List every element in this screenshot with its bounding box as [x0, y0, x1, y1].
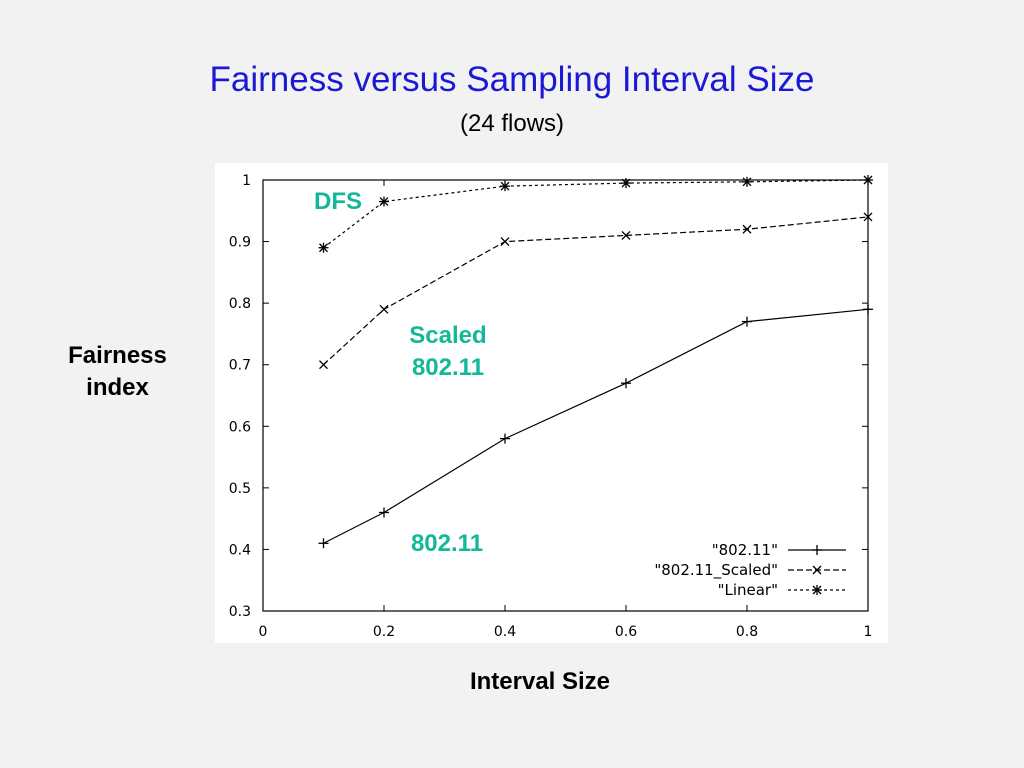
plain-802-annotation: 802.11	[410, 530, 484, 557]
y-tick-label: 0.7	[229, 358, 251, 374]
legend-label-2: "Linear"	[718, 581, 778, 599]
data-point-0-1	[379, 507, 389, 518]
series-line-0	[323, 308, 869, 544]
x-tick-label: 0.4	[494, 624, 516, 640]
y-axis-label: Fairness index	[40, 340, 195, 404]
legend-label-0: "802.11"	[712, 541, 778, 559]
data-point-1-3	[621, 230, 631, 240]
data-point-1-0	[319, 360, 328, 370]
data-point-1-4	[742, 224, 752, 234]
y-tick-label: 1	[242, 173, 251, 189]
plot-panel	[215, 163, 888, 643]
data-point-0-2	[500, 433, 510, 444]
data-point-1-2	[500, 237, 510, 247]
scaled-annotation-line1: Scaled	[409, 322, 487, 349]
data-point-2-1	[379, 196, 389, 207]
dfs-annotation: DFS	[314, 188, 362, 215]
legend-marker-0	[812, 545, 822, 555]
chart-subtitle: (24 flows)	[459, 110, 565, 137]
scaled-annotation-line2: 802.11	[411, 354, 485, 381]
data-point-2-5	[863, 175, 873, 185]
data-point-2-3	[621, 178, 631, 189]
y-tick-label: 0.6	[229, 419, 251, 435]
y-axis-label-line2: index	[86, 374, 149, 401]
y-tick-label: 0.5	[229, 481, 251, 497]
legend-label-1: "802.11_Scaled"	[654, 561, 778, 580]
y-tick-label: 0.4	[229, 542, 251, 558]
data-point-1-1	[379, 304, 389, 314]
data-point-2-2	[500, 181, 510, 192]
x-tick-label: 0	[259, 624, 268, 640]
series-line-1	[323, 216, 869, 366]
y-tick-label: 0.8	[229, 296, 251, 312]
x-tick-label: 1	[864, 624, 873, 640]
x-tick-label: 0.8	[736, 624, 758, 640]
plot-frame	[262, 179, 869, 612]
legend-marker-2	[812, 585, 822, 595]
axes: 0.3 0.4 0.5 0.6 0.7 0.8 0.9 1 0 0.2 0.4 0.6 0.8 1	[229, 173, 873, 640]
y-tick-label: 0.3	[229, 604, 251, 620]
x-axis-label: Interval Size	[469, 668, 611, 695]
legend: "802.11" "802.11_Scaled""Linear"	[654, 541, 846, 599]
x-tick-label: 0.2	[373, 624, 395, 640]
y-tick-label: 0.9	[229, 235, 251, 251]
data-point-2-0	[318, 242, 329, 253]
data-point-2-4	[742, 176, 752, 187]
legend-marker-1	[812, 565, 822, 575]
series-layer	[318, 175, 873, 549]
data-point-0-3	[621, 378, 631, 389]
x-tick-label: 0.6	[615, 624, 637, 640]
scaled-annotation: Scaled 802.11	[390, 320, 506, 384]
data-point-0-0	[318, 538, 329, 549]
data-point-1-5	[863, 212, 873, 222]
y-axis-label-line1: Fairness	[68, 342, 167, 369]
data-point-0-5	[863, 304, 873, 315]
data-point-0-4	[742, 316, 752, 327]
series-line-2	[323, 179, 869, 249]
chart-title: Fairness versus Sampling Interval Size	[209, 60, 815, 99]
